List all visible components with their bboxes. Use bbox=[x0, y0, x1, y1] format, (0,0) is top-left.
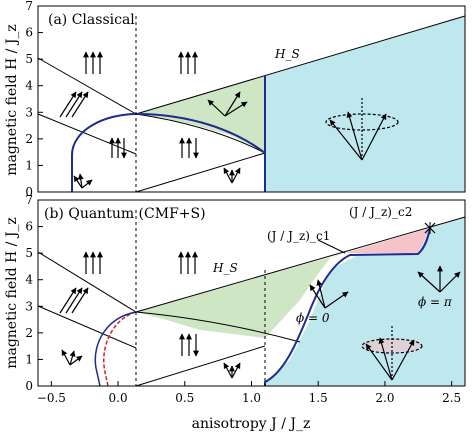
panel-b-phi0-label: ϕ = 0 bbox=[296, 311, 330, 325]
panel-b-x-tick-label: −0.5 bbox=[37, 391, 66, 405]
panel-b-x-tick-label: 1.0 bbox=[242, 391, 261, 405]
panel-a-y-tick-label: 1 bbox=[25, 158, 33, 172]
panel-a-y-tick-label: 0 bbox=[25, 185, 33, 199]
panel-b-label: (b) Quantum (CMF+S) bbox=[44, 206, 206, 222]
panel-b-y-tick-label: 1 bbox=[25, 352, 33, 366]
panel-b-boundary-line bbox=[135, 345, 266, 387]
panel-b-c1-label: (J / J_z)_c1 bbox=[267, 229, 330, 243]
panel-b-c1-pointer bbox=[317, 239, 346, 254]
panel-a-y-axis-title: magnetic field H / J_z bbox=[4, 24, 20, 176]
panel-b: (b) Quantum (CMF+S) H_S (J / J_z)_c1 (J … bbox=[25, 193, 466, 405]
panel-a-boundary-line bbox=[37, 113, 137, 155]
panel-b-x-tick-label: 1.5 bbox=[309, 391, 328, 405]
panel-b-y-tick-label: 6 bbox=[25, 220, 33, 234]
panel-a-hs-label: H_S bbox=[274, 47, 300, 61]
panel-a-boundary-line bbox=[37, 57, 137, 115]
panel-b-green-lower-boundary bbox=[135, 311, 301, 343]
panel-b-hs-label: H_S bbox=[212, 261, 238, 275]
panel-b-pink-region bbox=[345, 228, 430, 254]
panel-a-frame bbox=[37, 5, 466, 193]
panel-a-y-tick-label: 5 bbox=[25, 52, 33, 66]
panel-b-canted-arrows-icon bbox=[59, 287, 89, 314]
panel-a-y-tick-label: 2 bbox=[25, 132, 33, 146]
panel-a-umbrella-arrows-icon bbox=[325, 98, 399, 161]
panel-b-blue-left-curve bbox=[94, 311, 137, 387]
panel-b-y-ticks: 0 1 2 3 4 5 6 7 bbox=[25, 193, 43, 393]
panel-b-y-tick-label: 3 bbox=[25, 299, 33, 313]
panel-a-y-tick-label: 7 bbox=[25, 0, 33, 13]
panel-a-label: (a) Classical bbox=[48, 12, 135, 28]
panel-b-up-up-down-arrows-icon bbox=[179, 333, 199, 357]
panel-b-v-arrows-icon bbox=[61, 349, 241, 379]
panel-a-up-up-down-arrows-icon bbox=[109, 137, 199, 159]
panel-a-y-tick-label: 4 bbox=[25, 79, 33, 93]
panel-b-y-arrows-icon bbox=[309, 265, 461, 309]
panel-b-c2-label: (J / J_z)_c2 bbox=[349, 205, 412, 219]
panel-a-y-tick-label: 3 bbox=[25, 105, 33, 119]
panel-a-y-ticks: 0 1 2 3 4 5 6 7 bbox=[25, 0, 43, 199]
panel-b-x-tick-label: 2.0 bbox=[375, 391, 394, 405]
panel-b-saturation-line bbox=[135, 216, 466, 313]
panel-b-c2-cross-icon bbox=[424, 222, 436, 234]
panel-a-v-arrows-icon bbox=[73, 167, 241, 189]
panel-a-saturation-line bbox=[135, 15, 466, 115]
panel-b-x-tick-label: 0.0 bbox=[109, 391, 128, 405]
panel-b-y-axis-title: magnetic field H / J_z bbox=[4, 217, 20, 369]
panel-b-x-tick-label: 0.5 bbox=[175, 391, 194, 405]
panel-b-green-region bbox=[136, 252, 349, 338]
panel-b-red-dashed-curve bbox=[103, 311, 137, 387]
panel-b-x-axis-title: anisotropy J / J_z bbox=[192, 416, 311, 432]
panel-b-y-tick-label: 4 bbox=[25, 273, 33, 287]
panel-b-umbrella-arrows-icon bbox=[361, 324, 423, 381]
panel-b-boundary-line bbox=[37, 305, 137, 349]
panel-b-x-ticks: −0.5 0.0 0.5 1.0 1.5 2.0 2.5 bbox=[37, 381, 461, 405]
panel-a-fully-polarized-arrows-icon bbox=[83, 51, 198, 74]
panel-b-y-tick-label: 2 bbox=[25, 326, 33, 340]
panel-b-y-tick-label: 5 bbox=[25, 246, 33, 260]
panel-b-y-tick-label: 0 bbox=[25, 379, 33, 393]
panel-b-x-tick-label: 2.5 bbox=[442, 391, 461, 405]
panel-a-y-tick-label: 6 bbox=[25, 26, 33, 40]
panel-a-green-lower-boundary bbox=[135, 113, 266, 154]
panel-a: (a) Classical H_S bbox=[25, 0, 466, 199]
panel-a-canted-arrows-icon bbox=[59, 91, 89, 118]
panel-b-phipi-label: ϕ = π bbox=[418, 295, 453, 309]
panel-a-y-arrows-icon bbox=[207, 91, 248, 117]
panel-a-boundary-line bbox=[135, 152, 266, 193]
panel-a-cyan-region bbox=[265, 16, 465, 192]
panel-b-y-tick-label: 7 bbox=[25, 193, 33, 207]
panel-b-blue-phase-boundary bbox=[264, 227, 431, 386]
panel-b-boundary-line bbox=[37, 251, 137, 313]
panel-b-fully-polarized-arrows-icon bbox=[83, 251, 198, 274]
